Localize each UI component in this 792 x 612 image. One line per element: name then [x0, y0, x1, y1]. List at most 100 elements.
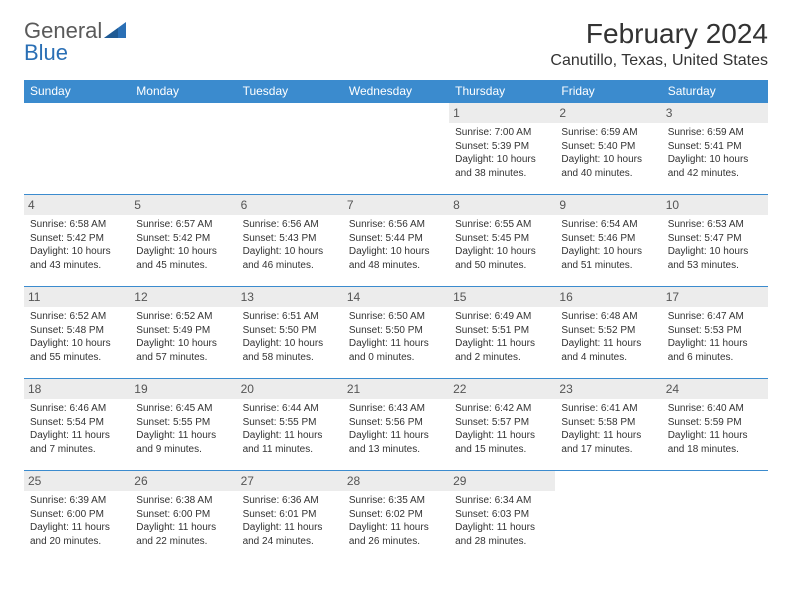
sunset-text: Sunset: 5:51 PM: [455, 324, 549, 338]
calendar-week-row: 1 Sunrise: 7:00 AMSunset: 5:39 PMDaylight…: [24, 103, 768, 195]
daylight-text: Daylight: 11 hours and 28 minutes.: [455, 521, 549, 548]
day-info: Sunrise: 6:59 AMSunset: 5:40 PMDaylight:…: [561, 126, 655, 180]
day-number: 29: [449, 471, 555, 491]
day-number: 25: [24, 471, 130, 491]
calendar-day-cell: 3Sunrise: 6:59 AMSunset: 5:41 PMDaylight…: [662, 103, 768, 195]
calendar-day-cell: 20Sunrise: 6:44 AMSunset: 5:55 PMDayligh…: [237, 379, 343, 471]
sunset-text: Sunset: 5:42 PM: [136, 232, 230, 246]
calendar-day-cell: 13Sunrise: 6:51 AMSunset: 5:50 PMDayligh…: [237, 287, 343, 379]
sunset-text: Sunset: 5:46 PM: [561, 232, 655, 246]
calendar-week-row: 4Sunrise: 6:58 AMSunset: 5:42 PMDaylight…: [24, 195, 768, 287]
day-number: 19: [130, 379, 236, 399]
daylight-text: Daylight: 11 hours and 11 minutes.: [243, 429, 337, 456]
day-number: 13: [237, 287, 343, 307]
day-info: Sunrise: 6:43 AMSunset: 5:56 PMDaylight:…: [349, 402, 443, 456]
sunrise-text: Sunrise: 6:48 AM: [561, 310, 655, 324]
calendar-empty-cell: [130, 103, 236, 195]
calendar-week-row: 25Sunrise: 6:39 AMSunset: 6:00 PMDayligh…: [24, 471, 768, 563]
header: General February 2024 Canutillo, Texas, …: [24, 18, 768, 70]
calendar-body: 1 Sunrise: 7:00 AMSunset: 5:39 PMDaylight…: [24, 103, 768, 563]
weekday-header: Wednesday: [343, 80, 449, 103]
sunrise-text: Sunrise: 6:59 AM: [668, 126, 762, 140]
calendar-day-cell: 5Sunrise: 6:57 AMSunset: 5:42 PMDaylight…: [130, 195, 236, 287]
daylight-text: Daylight: 10 hours and 38 minutes.: [455, 153, 549, 180]
logo-word-blue: Blue: [24, 40, 68, 66]
calendar-day-cell: 21Sunrise: 6:43 AMSunset: 5:56 PMDayligh…: [343, 379, 449, 471]
day-info: Sunrise: 6:50 AMSunset: 5:50 PMDaylight:…: [349, 310, 443, 364]
sunrise-text: Sunrise: 6:40 AM: [668, 402, 762, 416]
weekday-header: Friday: [555, 80, 661, 103]
daylight-text: Daylight: 10 hours and 40 minutes.: [561, 153, 655, 180]
sunset-text: Sunset: 6:03 PM: [455, 508, 549, 522]
sunrise-text: Sunrise: 6:56 AM: [243, 218, 337, 232]
calendar-day-cell: 11 Sunrise: 6:52 AMSunset: 5:48 PMDayligh…: [24, 287, 130, 379]
day-info: Sunrise: 6:48 AMSunset: 5:52 PMDaylight:…: [561, 310, 655, 364]
day-info: Sunrise: 6:42 AMSunset: 5:57 PMDaylight:…: [455, 402, 549, 456]
day-info: Sunrise: 6:56 AMSunset: 5:44 PMDaylight:…: [349, 218, 443, 272]
location: Canutillo, Texas, United States: [550, 52, 768, 70]
calendar-day-cell: 7 Sunrise: 6:56 AMSunset: 5:44 PMDaylight…: [343, 195, 449, 287]
calendar-day-cell: 17Sunrise: 6:47 AMSunset: 5:53 PMDayligh…: [662, 287, 768, 379]
daylight-text: Daylight: 10 hours and 51 minutes.: [561, 245, 655, 272]
day-number: 4: [24, 195, 130, 215]
daylight-text: Daylight: 10 hours and 45 minutes.: [136, 245, 230, 272]
daylight-text: Daylight: 10 hours and 53 minutes.: [668, 245, 762, 272]
calendar-day-cell: 4Sunrise: 6:58 AMSunset: 5:42 PMDaylight…: [24, 195, 130, 287]
day-info: Sunrise: 6:40 AMSunset: 5:59 PMDaylight:…: [668, 402, 762, 456]
calendar-empty-cell: [343, 103, 449, 195]
sunset-text: Sunset: 6:00 PM: [30, 508, 124, 522]
sunrise-text: Sunrise: 6:52 AM: [136, 310, 230, 324]
weekday-header: Monday: [130, 80, 236, 103]
sunset-text: Sunset: 6:00 PM: [136, 508, 230, 522]
day-number: 15: [449, 287, 555, 307]
sunrise-text: Sunrise: 6:36 AM: [243, 494, 337, 508]
daylight-text: Daylight: 10 hours and 57 minutes.: [136, 337, 230, 364]
sunrise-text: Sunrise: 6:50 AM: [349, 310, 443, 324]
daylight-text: Daylight: 11 hours and 22 minutes.: [136, 521, 230, 548]
sunrise-text: Sunrise: 6:44 AM: [243, 402, 337, 416]
day-number: 24: [662, 379, 768, 399]
sunrise-text: Sunrise: 6:55 AM: [455, 218, 549, 232]
sunset-text: Sunset: 5:44 PM: [349, 232, 443, 246]
calendar-day-cell: 14Sunrise: 6:50 AMSunset: 5:50 PMDayligh…: [343, 287, 449, 379]
day-number: 22: [449, 379, 555, 399]
daylight-text: Daylight: 11 hours and 26 minutes.: [349, 521, 443, 548]
day-number: 7: [343, 195, 449, 215]
day-number: 1: [449, 103, 555, 123]
sunrise-text: Sunrise: 6:42 AM: [455, 402, 549, 416]
sunrise-text: Sunrise: 6:43 AM: [349, 402, 443, 416]
sunset-text: Sunset: 5:58 PM: [561, 416, 655, 430]
sunset-text: Sunset: 5:59 PM: [668, 416, 762, 430]
calendar-day-cell: 24 Sunrise: 6:40 AMSunset: 5:59 PMDayligh…: [662, 379, 768, 471]
calendar-day-cell: 6Sunrise: 6:56 AMSunset: 5:43 PMDaylight…: [237, 195, 343, 287]
title-block: February 2024 Canutillo, Texas, United S…: [550, 18, 768, 70]
calendar-empty-cell: [555, 471, 661, 563]
sunset-text: Sunset: 5:54 PM: [30, 416, 124, 430]
calendar-day-cell: 18Sunrise: 6:46 AMSunset: 5:54 PMDayligh…: [24, 379, 130, 471]
day-number: 17: [662, 287, 768, 307]
sunrise-text: Sunrise: 6:46 AM: [30, 402, 124, 416]
daylight-text: Daylight: 11 hours and 20 minutes.: [30, 521, 124, 548]
weekday-header: Tuesday: [237, 80, 343, 103]
day-info: Sunrise: 6:41 AMSunset: 5:58 PMDaylight:…: [561, 402, 655, 456]
day-info: Sunrise: 6:45 AMSunset: 5:55 PMDaylight:…: [136, 402, 230, 456]
day-info: Sunrise: 6:53 AMSunset: 5:47 PMDaylight:…: [668, 218, 762, 272]
calendar-day-cell: 29Sunrise: 6:34 AMSunset: 6:03 PMDayligh…: [449, 471, 555, 563]
daylight-text: Daylight: 10 hours and 48 minutes.: [349, 245, 443, 272]
day-number: 9: [555, 195, 661, 215]
calendar-empty-cell: [662, 471, 768, 563]
day-number: 11: [24, 287, 130, 307]
calendar-day-cell: 22 Sunrise: 6:42 AMSunset: 5:57 PMDayligh…: [449, 379, 555, 471]
day-info: Sunrise: 7:00 AMSunset: 5:39 PMDaylight:…: [455, 126, 549, 180]
calendar-day-cell: 27Sunrise: 6:36 AMSunset: 6:01 PMDayligh…: [237, 471, 343, 563]
sunrise-text: Sunrise: 6:53 AM: [668, 218, 762, 232]
day-info: Sunrise: 6:52 AMSunset: 5:48 PMDaylight:…: [30, 310, 124, 364]
sunset-text: Sunset: 6:01 PM: [243, 508, 337, 522]
sunset-text: Sunset: 5:52 PM: [561, 324, 655, 338]
day-info: Sunrise: 6:46 AMSunset: 5:54 PMDaylight:…: [30, 402, 124, 456]
daylight-text: Daylight: 11 hours and 18 minutes.: [668, 429, 762, 456]
month-title: February 2024: [550, 18, 768, 50]
sunrise-text: Sunrise: 7:00 AM: [455, 126, 549, 140]
sunrise-text: Sunrise: 6:49 AM: [455, 310, 549, 324]
calendar-day-cell: 28Sunrise: 6:35 AMSunset: 6:02 PMDayligh…: [343, 471, 449, 563]
